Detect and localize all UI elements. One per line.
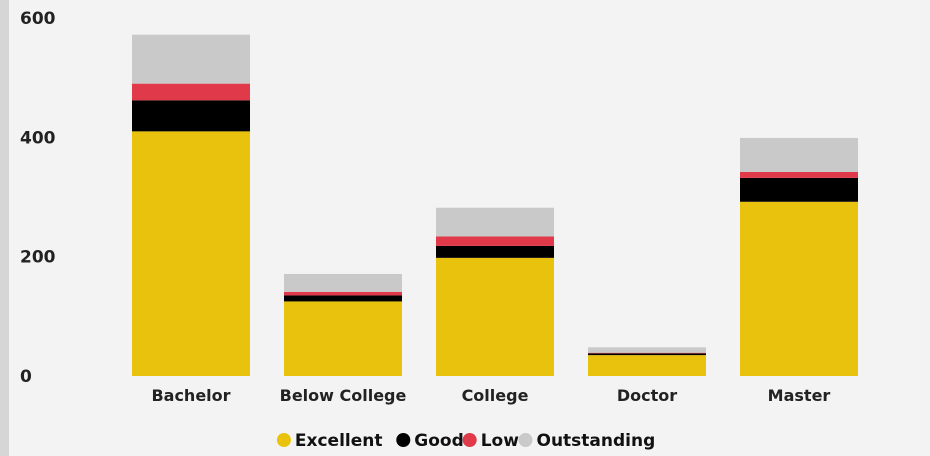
x-category-label-master: Master: [768, 386, 831, 405]
left-border-strip: [0, 0, 9, 456]
legend-label-good[interactable]: Good: [414, 431, 463, 451]
y-tick-label-200: 200: [20, 248, 56, 268]
x-category-label-below-college: Below College: [280, 386, 407, 405]
bar-segment-bachelor-excellent[interactable]: [132, 131, 250, 376]
bar-segment-college-low[interactable]: [436, 236, 554, 246]
bar-segment-doctor-good[interactable]: [588, 353, 706, 356]
bar-segment-bachelor-outstanding[interactable]: [132, 34, 250, 84]
x-category-label-doctor: Doctor: [617, 386, 677, 405]
y-tick-label-400: 400: [20, 128, 56, 148]
legend-label-excellent[interactable]: Excellent: [295, 431, 383, 451]
bar-segment-college-outstanding[interactable]: [436, 207, 554, 237]
bar-segment-doctor-low[interactable]: [588, 352, 706, 354]
y-tick-label-600: 600: [20, 9, 56, 29]
bar-segment-master-low[interactable]: [740, 171, 858, 178]
x-category-label-bachelor: Bachelor: [151, 386, 230, 405]
legend-marker-outstanding[interactable]: [518, 433, 533, 447]
bar-segment-master-outstanding[interactable]: [740, 137, 858, 172]
bar-segment-doctor-outstanding[interactable]: [588, 347, 706, 353]
bar-segment-master-excellent[interactable]: [740, 201, 858, 376]
legend-marker-good[interactable]: [396, 433, 411, 447]
bar-segment-college-good[interactable]: [436, 245, 554, 258]
bar-segment-below-college-excellent[interactable]: [284, 301, 402, 376]
x-category-label-college: College: [462, 386, 529, 405]
bar-segment-below-college-good[interactable]: [284, 295, 402, 302]
bar-segment-bachelor-good[interactable]: [132, 100, 250, 132]
bar-segment-below-college-outstanding[interactable]: [284, 273, 402, 292]
y-tick-label-0: 0: [20, 367, 32, 387]
bar-segment-bachelor-low[interactable]: [132, 83, 250, 101]
legend-label-low[interactable]: Low: [481, 431, 520, 451]
bar-segment-below-college-low[interactable]: [284, 291, 402, 296]
bar-segment-doctor-excellent[interactable]: [588, 355, 706, 376]
bar-segment-master-good[interactable]: [740, 177, 858, 202]
legend-label-outstanding[interactable]: Outstanding: [537, 431, 656, 451]
legend-marker-excellent[interactable]: [276, 433, 291, 447]
bar-segment-college-excellent[interactable]: [436, 257, 554, 376]
legend-marker-low[interactable]: [462, 433, 477, 447]
